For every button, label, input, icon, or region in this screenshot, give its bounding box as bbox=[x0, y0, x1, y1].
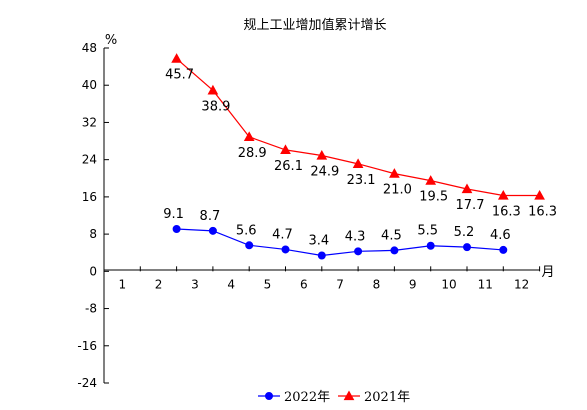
legend-label-2021: 2021年 bbox=[364, 390, 410, 405]
legend-marker-2022 bbox=[265, 392, 273, 400]
data-point-2021 bbox=[352, 158, 364, 168]
data-point-2021 bbox=[425, 175, 437, 185]
data-label-2022: 4.3 bbox=[345, 229, 366, 244]
data-point-2021 bbox=[497, 189, 509, 200]
x-tick-label: 5 bbox=[264, 277, 272, 291]
y-tick-label: 48 bbox=[82, 41, 97, 55]
data-label-2022: 5.5 bbox=[417, 224, 438, 239]
data-label-2021: 19.5 bbox=[419, 190, 448, 205]
x-tick-label: 6 bbox=[300, 277, 308, 291]
data-label-2021: 16.3 bbox=[528, 204, 557, 219]
data-point-2022 bbox=[317, 251, 326, 260]
data-label-2022: 4.7 bbox=[272, 227, 293, 242]
data-label-2021: 38.9 bbox=[201, 99, 230, 114]
x-tick-label: 3 bbox=[191, 277, 199, 291]
data-label-2021: 45.7 bbox=[165, 68, 194, 83]
y-tick-label: 0 bbox=[89, 264, 97, 278]
x-tick-label: 12 bbox=[514, 277, 529, 291]
data-label-2021: 23.1 bbox=[347, 173, 376, 188]
data-label-2022: 4.6 bbox=[490, 228, 511, 243]
y-tick-label: 16 bbox=[82, 190, 97, 204]
legend-marker-2021 bbox=[343, 390, 355, 401]
data-point-2021 bbox=[280, 144, 291, 154]
data-label-2021: 16.3 bbox=[492, 204, 521, 219]
data-label-2021: 28.9 bbox=[238, 146, 267, 161]
x-tick-label: 1 bbox=[118, 277, 126, 291]
data-point-2022 bbox=[463, 243, 471, 252]
data-label-2022: 9.1 bbox=[163, 207, 184, 222]
data-point-2021 bbox=[534, 189, 545, 200]
data-point-2022 bbox=[354, 247, 363, 256]
data-point-2022 bbox=[172, 224, 181, 233]
chart-title: 规上工业增加值累计增长 bbox=[243, 17, 386, 33]
x-tick-label: 9 bbox=[409, 277, 417, 291]
data-label-2021: 26.1 bbox=[274, 159, 303, 174]
y-tick-label: -16 bbox=[77, 339, 97, 353]
data-point-2021 bbox=[171, 53, 182, 63]
data-point-2022 bbox=[208, 226, 217, 235]
y-tick-label: -8 bbox=[85, 302, 97, 316]
x-tick-label: 7 bbox=[336, 277, 344, 291]
data-label-2021: 21.0 bbox=[383, 183, 412, 198]
data-point-2022 bbox=[245, 241, 254, 250]
data-point-2021 bbox=[207, 84, 219, 95]
data-point-2022 bbox=[281, 245, 290, 254]
data-point-2021 bbox=[389, 168, 400, 178]
data-label-2022: 3.4 bbox=[308, 234, 329, 249]
data-label-2022: 4.5 bbox=[381, 228, 402, 243]
series-line-2022 bbox=[176, 228, 504, 257]
data-point-2022 bbox=[390, 246, 399, 255]
x-tick-label: 2 bbox=[155, 277, 163, 291]
y-tick-label: 32 bbox=[82, 115, 97, 129]
data-label-2022: 5.2 bbox=[454, 225, 475, 240]
x-tick-label: 10 bbox=[441, 277, 456, 291]
y-tick-label: 40 bbox=[82, 78, 97, 92]
x-tick-label: 11 bbox=[478, 277, 493, 291]
y-tick-label: -24 bbox=[77, 376, 97, 390]
legend-label-2022: 2022年 bbox=[284, 390, 330, 405]
data-label-2022: 8.7 bbox=[200, 209, 221, 224]
data-point-2022 bbox=[499, 245, 508, 254]
x-tick-label: 8 bbox=[373, 277, 381, 291]
data-label-2022: 5.6 bbox=[236, 223, 257, 238]
x-unit-label: 月 bbox=[541, 265, 554, 280]
y-tick-label: 24 bbox=[82, 153, 97, 167]
y-unit-label: % bbox=[105, 33, 117, 48]
data-label-2021: 17.7 bbox=[456, 198, 485, 213]
data-point-2022 bbox=[426, 241, 435, 250]
data-point-2021 bbox=[461, 183, 473, 194]
data-label-2021: 24.9 bbox=[310, 164, 339, 179]
x-tick-label: 4 bbox=[227, 277, 235, 291]
y-tick-label: 8 bbox=[89, 227, 97, 241]
data-point-2021 bbox=[243, 131, 255, 141]
data-point-2021 bbox=[316, 149, 328, 160]
